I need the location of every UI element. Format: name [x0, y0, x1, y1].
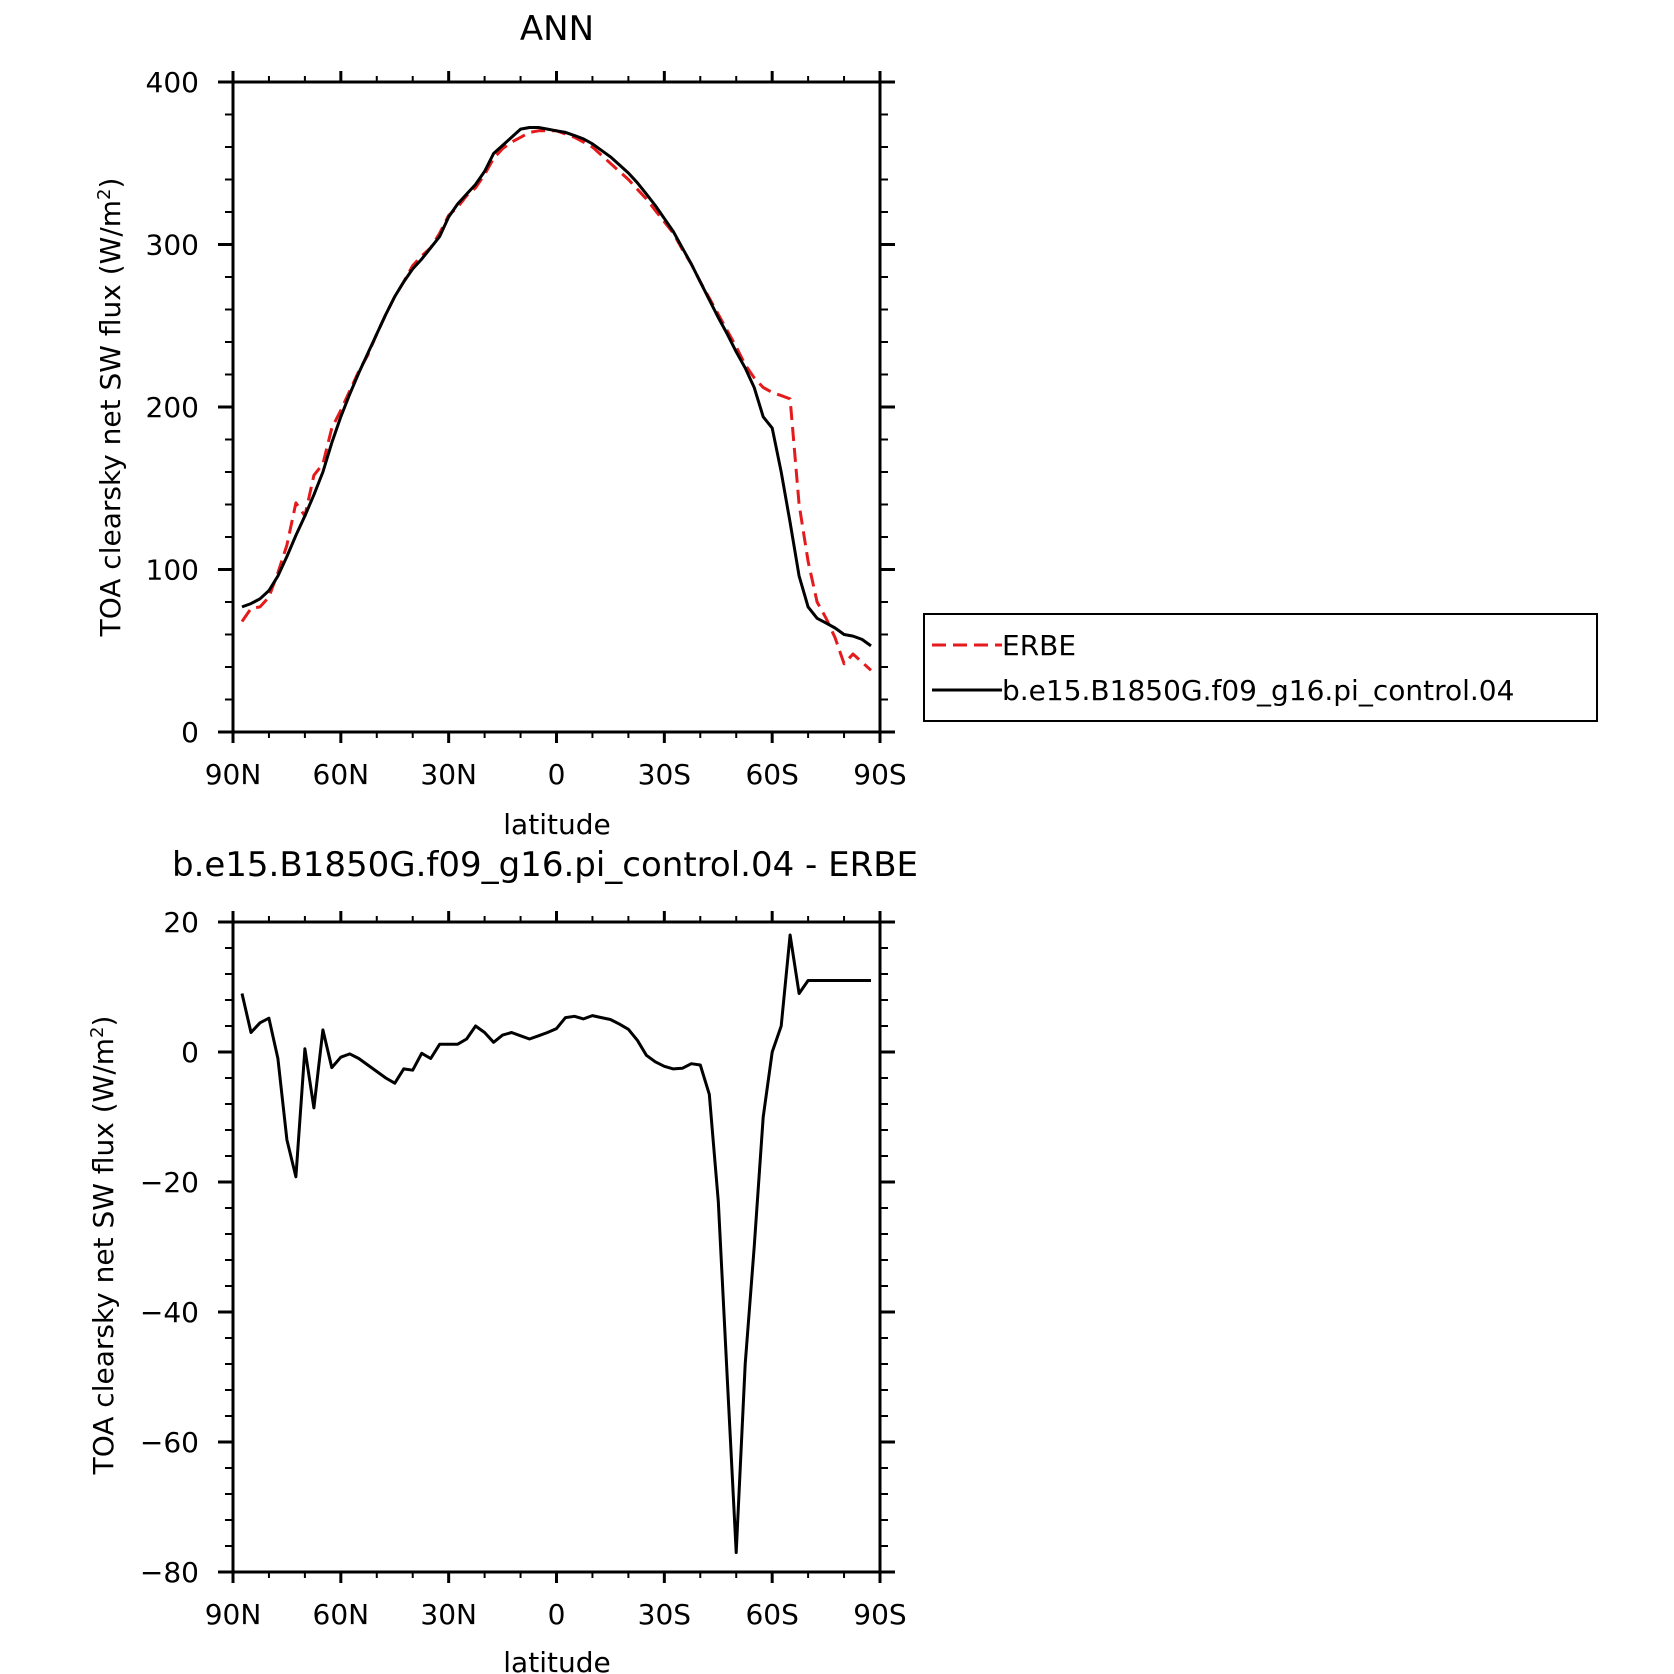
bottom-x-tick-label: 90N: [205, 1598, 262, 1631]
top-x-tick-label: 0: [548, 758, 566, 791]
top-x-tick-label: 90N: [205, 758, 262, 791]
top-x-tick-label: 60N: [313, 758, 370, 791]
top-series-lines: [240, 126, 873, 672]
top-y-tick-label: 100: [146, 554, 199, 587]
bottom-y-tick-label: 0: [181, 1036, 199, 1069]
top-plot-frame: [231, 80, 882, 734]
top-x-tick-label: 30S: [638, 758, 691, 791]
top-x-axis-label: latitude: [503, 808, 610, 841]
bottom-y-axis-label: TOA clearsky net SW flux (W/m2): [87, 1016, 120, 1476]
bottom-chart-panel: b.e15.B1850G.f09_g16.pi_control.04 - ERB…: [87, 845, 918, 1674]
top-y-tick-label: 200: [146, 391, 199, 424]
top-chart-title: ANN: [520, 9, 594, 49]
top-x-tick-labels: 90N 60N 30N 0 30S 60S 90S: [205, 758, 907, 791]
top-y-tick-label: 300: [146, 229, 199, 262]
legend: ERBE b.e15.B1850G.f09_g16.pi_control.04: [923, 613, 1598, 722]
bottom-chart-title: b.e15.B1850G.f09_g16.pi_control.04 - ERB…: [172, 845, 918, 885]
top-x-tick-label: 30N: [420, 758, 477, 791]
bottom-x-tick-labels: 90N 60N 30N 0 30S 60S 90S: [205, 1598, 907, 1631]
bottom-y-tick-labels: −80 −60 −40 −20 0 20: [140, 906, 199, 1589]
top-x-tick-label: 60S: [745, 758, 798, 791]
legend-model-label: b.e15.B1850G.f09_g16.pi_control.04: [1002, 674, 1514, 707]
top-y-tick-labels: 0 100 200 300 400: [146, 66, 199, 749]
bottom-x-tick-label: 60S: [745, 1598, 798, 1631]
legend-erbe-label: ERBE: [1002, 629, 1076, 662]
top-x-tick-label: 90S: [853, 758, 906, 791]
bottom-x-tick-label: 60N: [313, 1598, 370, 1631]
top-axis-ticks: [218, 71, 895, 743]
bottom-y-tick-label: 20: [163, 906, 199, 939]
top-y-axis-label: TOA clearsky net SW flux (W/m2): [94, 178, 127, 638]
top-y-tick-label: 0: [181, 716, 199, 749]
legend-box: [923, 613, 1598, 722]
bottom-axis-ticks: [218, 911, 895, 1583]
bottom-y-tick-label: −80: [140, 1556, 199, 1589]
bottom-x-tick-label: 30N: [420, 1598, 477, 1631]
bottom-x-tick-label: 30S: [638, 1598, 691, 1631]
bottom-y-tick-label: −20: [140, 1166, 199, 1199]
bottom-x-tick-label: 90S: [853, 1598, 906, 1631]
top-y-tick-label: 400: [146, 66, 199, 99]
top-series-line-model: [241, 126, 872, 648]
bottom-y-tick-label: −40: [140, 1296, 199, 1329]
top-series-line-erbe: [240, 129, 873, 672]
bottom-series-line-model: [240, 933, 871, 1554]
bottom-series-lines: [240, 933, 871, 1554]
top-chart-panel: ANN 90N 60N 30N 0 30S 60S 90S 0 100 200 300 400 la…: [94, 9, 907, 841]
bottom-x-tick-label: 0: [548, 1598, 566, 1631]
bottom-y-tick-label: −60: [140, 1426, 199, 1459]
bottom-x-axis-label: latitude: [503, 1646, 610, 1674]
